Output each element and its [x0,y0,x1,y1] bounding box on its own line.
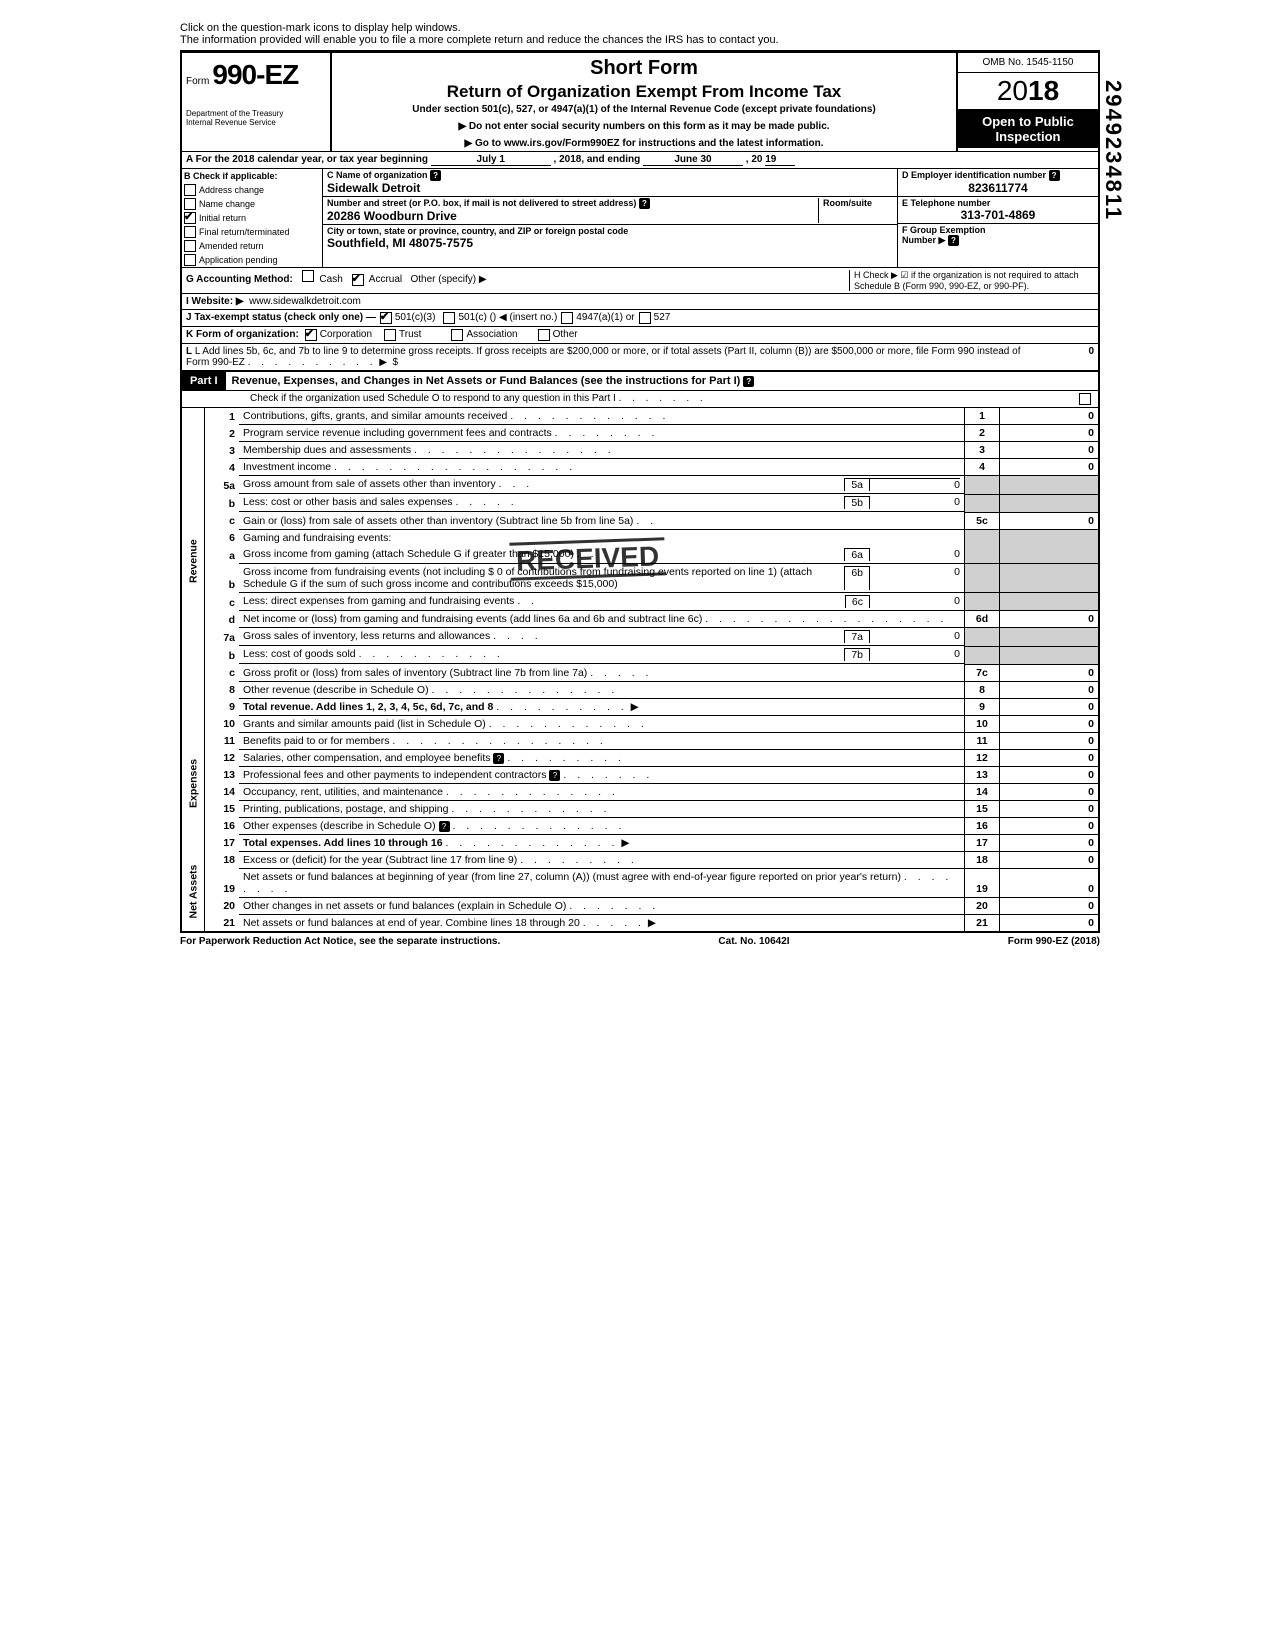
footer: For Paperwork Reduction Act Notice, see … [180,933,1100,950]
return-title: Return of Organization Exempt From Incom… [338,82,950,102]
row-k: K Form of organization: Corporation Trus… [180,327,1100,344]
col-d: D Employer identification number ? 82361… [897,169,1098,267]
section-net-assets: Net Assets [181,851,205,932]
help-note: Click on the question-mark icons to disp… [180,20,1100,51]
chk-other-org[interactable] [538,329,550,341]
website: www.sidewalkdetroit.com [249,296,361,307]
lines-table: Revenue 1Contributions, gifts, grants, a… [180,408,1100,933]
help-icon[interactable]: ? [430,170,441,181]
chk-address-change[interactable]: Address change [182,183,322,197]
section-bcd: B Check if applicable: Address change Na… [180,169,1100,267]
chk-assoc[interactable] [451,329,463,341]
chk-schedule-o[interactable] [1079,393,1091,405]
section-revenue: Revenue [181,408,205,715]
help-icon[interactable]: ? [1049,170,1060,181]
col-b: B Check if applicable: Address change Na… [182,169,323,267]
chk-name-change[interactable]: Name change [182,197,322,211]
row-i: I Website: ▶ www.sidewalkdetroit.com [180,294,1100,310]
part-i-check: Check if the organization used Schedule … [180,391,1100,408]
chk-527[interactable] [639,312,651,324]
help-icon[interactable]: ? [639,198,650,209]
chk-final-return[interactable]: Final return/terminated [182,225,322,239]
telephone: 313-701-4869 [902,208,1094,222]
tax-year: 2018 [958,73,1098,110]
chk-501c3[interactable] [380,312,392,324]
chk-501c[interactable] [443,312,455,324]
chk-4947[interactable] [561,312,573,324]
help-icon[interactable]: ? [948,235,959,246]
ssn-warning: ▶ Do not enter social security numbers o… [338,121,950,132]
chk-application-pending[interactable]: Application pending [182,253,322,267]
short-form: Short Form [338,57,950,80]
under-section: Under section 501(c), 527, or 4947(a)(1)… [338,104,950,115]
form-word: Form [186,76,209,87]
form-header: Form 990-EZ Department of the Treasury I… [180,51,1100,151]
ein: 823611774 [902,181,1094,195]
help-icon[interactable]: ? [743,376,754,387]
chk-corp[interactable] [305,329,317,341]
row-a: A For the 2018 calendar year, or tax yea… [180,151,1100,169]
chk-trust[interactable] [384,329,396,341]
dept: Department of the Treasury Internal Reve… [186,109,326,127]
city: Southfield, MI 48075-7575 [327,236,893,250]
help-icon[interactable]: ? [549,770,560,781]
open-to-public: Open to Public Inspection [958,110,1098,148]
help-icon[interactable]: ? [493,753,504,764]
scan-side-number: 2949234811 [1100,80,1126,221]
street: 20286 Woodburn Drive [327,209,818,223]
section-expenses: Expenses [181,715,205,851]
chk-cash[interactable] [302,270,314,282]
form-number: 990-EZ [212,59,298,90]
help-icon[interactable]: ? [439,821,450,832]
col-c: C Name of organization ? Sidewalk Detroi… [323,169,897,267]
chk-accrual[interactable] [352,274,364,286]
omb-number: OMB No. 1545-1150 [958,53,1098,73]
part-i-header: Part I Revenue, Expenses, and Changes in… [180,372,1100,391]
row-j: J Tax-exempt status (check only one) — 5… [180,310,1100,327]
goto-line: ▶ Go to www.irs.gov/Form990EZ for instru… [338,138,950,149]
row-l: L L Add lines 5b, 6c, and 7b to line 9 t… [180,344,1100,372]
chk-initial-return[interactable]: Initial return [182,211,322,225]
org-name: Sidewalk Detroit [327,181,893,195]
chk-amended-return[interactable]: Amended return [182,239,322,253]
row-g: G Accounting Method: Cash Accrual Other … [180,267,1100,294]
h-box: H Check ▶ ☑ if the organization is not r… [849,270,1094,291]
form-page: 2949234811 Click on the question-mark ic… [180,20,1100,950]
